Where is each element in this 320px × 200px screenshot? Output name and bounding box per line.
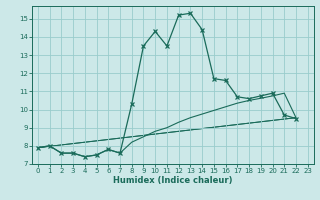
X-axis label: Humidex (Indice chaleur): Humidex (Indice chaleur) [113,176,233,185]
